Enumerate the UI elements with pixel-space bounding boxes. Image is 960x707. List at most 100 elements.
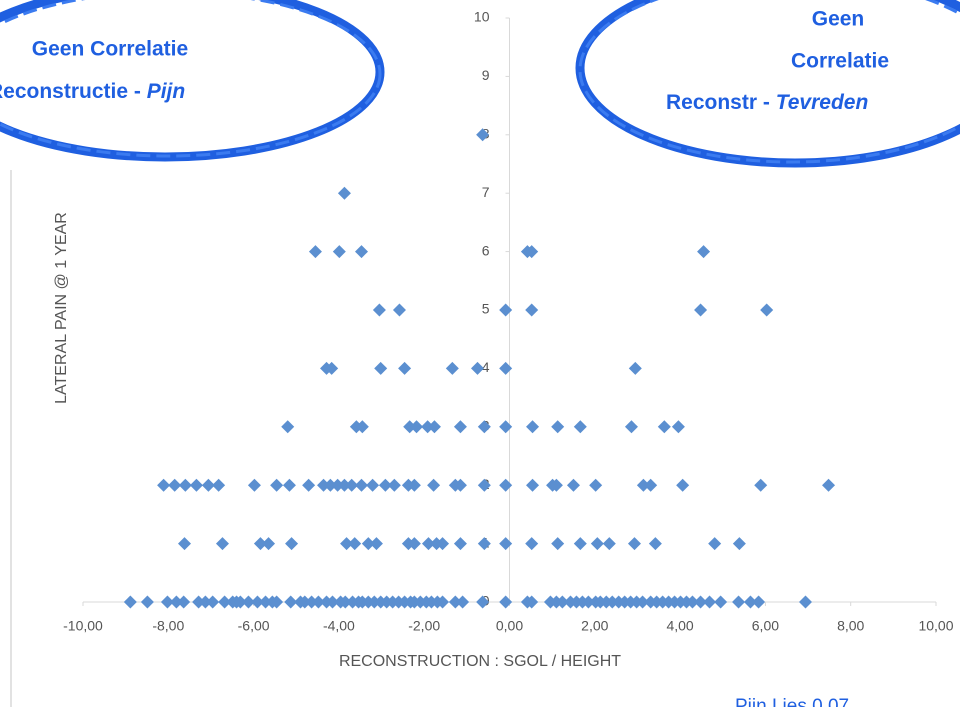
point: [471, 361, 485, 375]
annotation-text: Tevreden: [776, 91, 869, 114]
point: [453, 537, 467, 551]
point: [499, 537, 513, 551]
point: [694, 303, 708, 317]
point: [676, 478, 690, 492]
point: [427, 478, 441, 492]
point: [338, 595, 352, 609]
point: [477, 420, 491, 434]
point: [340, 537, 354, 551]
point: [628, 361, 642, 375]
x-tick-label: 10,00: [918, 618, 953, 634]
point: [177, 595, 191, 609]
point: [332, 245, 346, 259]
y-tick-label: 7: [482, 184, 490, 200]
point: [345, 478, 359, 492]
point: [636, 595, 650, 609]
x-tick-label: 0,00: [496, 618, 523, 634]
point: [526, 420, 540, 434]
point: [308, 245, 322, 259]
point: [453, 478, 467, 492]
x-axis-title: RECONSTRUCTION : SGOL / HEIGHT: [339, 653, 621, 670]
point: [754, 478, 768, 492]
point: [436, 595, 450, 609]
point: [250, 595, 264, 609]
point: [456, 595, 470, 609]
point: [644, 478, 658, 492]
point: [169, 595, 183, 609]
point: [525, 303, 539, 317]
x-tick-label: 4,00: [666, 618, 693, 634]
point: [525, 245, 539, 259]
ellipse: [0, 0, 382, 158]
point: [407, 537, 421, 551]
point: [581, 595, 595, 609]
point: [378, 478, 392, 492]
point: [448, 595, 462, 609]
point: [317, 478, 331, 492]
point: [212, 478, 226, 492]
point: [366, 478, 380, 492]
point: [476, 128, 490, 142]
point: [331, 478, 345, 492]
point: [281, 420, 295, 434]
point: [648, 537, 662, 551]
annotation-left: Geen Correlatie Reconstructie - Pijn: [0, 0, 385, 162]
point: [703, 595, 717, 609]
point: [192, 595, 206, 609]
point: [355, 478, 369, 492]
point: [337, 478, 351, 492]
point: [657, 420, 671, 434]
point: [311, 595, 325, 609]
y-tick-label: 5: [482, 301, 490, 317]
ellipse: [0, 0, 385, 162]
point: [270, 595, 284, 609]
point: [590, 537, 604, 551]
annotation-text: Correlatie: [791, 50, 889, 73]
point: [476, 595, 490, 609]
point: [348, 537, 362, 551]
point: [178, 478, 192, 492]
point: [403, 420, 417, 434]
point: [526, 478, 540, 492]
annotation-text: Reconstructie - Pijn: [0, 80, 185, 103]
annotation-text: Geen Correlatie: [32, 38, 188, 61]
point: [189, 478, 203, 492]
point: [201, 478, 215, 492]
point: [436, 537, 450, 551]
point: [355, 420, 369, 434]
x-tick-label: -10,00: [63, 618, 103, 634]
point: [361, 537, 375, 551]
annotation-text: Reconstructie -: [0, 80, 147, 103]
point: [685, 595, 699, 609]
point: [374, 361, 388, 375]
point: [407, 478, 421, 492]
point: [499, 595, 513, 609]
point: [305, 595, 319, 609]
point: [499, 303, 513, 317]
point: [760, 303, 774, 317]
ticks: -10,00 -8,00 -6,00 -4,00 -2,00 0,00 2,00 4,00 6,…: [63, 9, 954, 634]
point: [259, 595, 273, 609]
x-tick-label: -4,00: [323, 618, 355, 634]
point: [392, 303, 406, 317]
point: [178, 537, 192, 551]
point: [499, 361, 513, 375]
point: [282, 478, 296, 492]
y-tick-label: 10: [474, 9, 490, 25]
point: [477, 537, 491, 551]
point: [247, 478, 261, 492]
point: [499, 420, 513, 434]
y-tick-label: 9: [482, 67, 490, 83]
point: [752, 595, 766, 609]
point: [822, 478, 836, 492]
point: [421, 537, 435, 551]
point: [453, 420, 467, 434]
point: [241, 595, 255, 609]
point: [123, 595, 137, 609]
point: [573, 420, 587, 434]
y-axis-title: LATERAL PAIN @ 1 YEAR: [53, 212, 70, 404]
ellipse: [575, 0, 960, 168]
point: [215, 537, 229, 551]
point: [525, 595, 539, 609]
